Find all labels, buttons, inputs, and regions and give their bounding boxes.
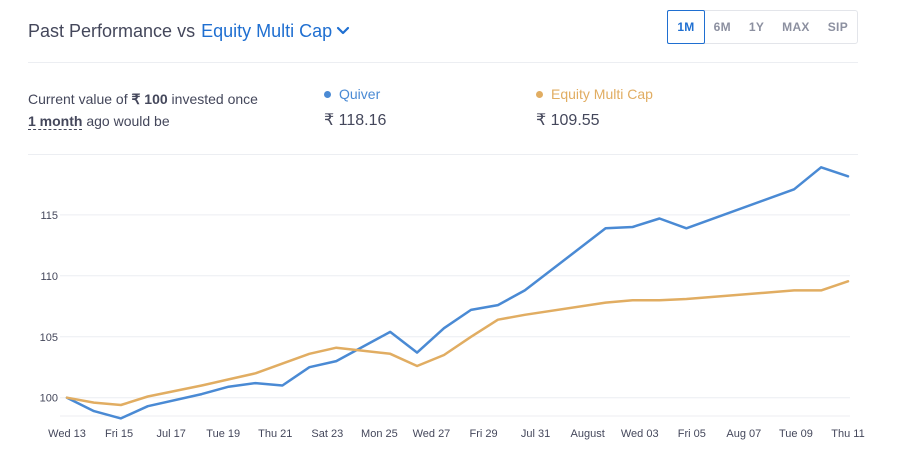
x-tick-label: Wed 27 [413,428,451,440]
fund-value: ₹ 109.55 [536,112,600,129]
x-tick-label: Jul 17 [156,428,185,440]
y-tick-label: 115 [40,210,58,222]
summary-line1-pre: Current value of [28,91,128,107]
fund-name: Quiver [339,86,381,102]
y-tick-label: 100 [40,393,58,405]
x-tick-label: Aug 07 [726,428,761,440]
fund-quiver: Quiver ₹ 118.16 [324,86,386,130]
y-tick-label: 110 [40,271,58,283]
legend-dot-icon [536,90,543,98]
x-tick-label: Fri 29 [469,428,497,440]
series-line [65,166,850,420]
x-tick-label: Fri 15 [105,428,133,440]
chevron-down-icon [337,26,350,35]
x-tick-label: Thu 21 [258,428,292,440]
x-tick-label: Fri 05 [678,428,706,440]
summary-line2-post: ago would be [86,113,170,129]
x-tick-label: Thu 11 [831,428,864,440]
summary-amount: ₹ 100 [131,91,168,107]
x-tick-label: August [571,428,605,440]
tab-1y[interactable]: 1Y [748,20,765,34]
category-dropdown[interactable]: Equity Multi Cap [201,21,350,42]
divider [28,154,858,155]
x-tick-label: Wed 03 [621,428,659,440]
tab-6m[interactable]: 6M [713,20,731,34]
performance-chart: 100 105 110 115 Wed 13 Fri 15 Jul 17 Tue 19 Thu … [40,166,865,440]
x-tick-label: Wed 13 [48,428,86,440]
x-tick-label: Jul 31 [521,428,550,440]
series-line [65,280,850,407]
fund-equity-multi-cap: Equity Multi Cap ₹ 109.55 [536,86,653,130]
summary-line1-post: invested once [171,91,258,107]
x-tick-label: Tue 19 [206,428,240,440]
tab-max[interactable]: MAX [782,20,810,34]
x-tick-label: Sat 23 [311,428,343,440]
x-tick-label: Mon 25 [361,428,398,440]
legend-dot-icon [324,90,331,98]
range-tabs: 1M 6M 1Y MAX SIP [667,10,858,44]
period-selector[interactable]: 1 month [28,113,83,130]
header: Past Performance vs Equity Multi Cap [28,14,350,48]
summary-text: Current value of ₹ 100 invested once 1 m… [28,88,258,132]
tab-sip[interactable]: SIP [827,20,848,34]
page-title: Past Performance vs [28,20,196,41]
divider [28,62,858,63]
category-label: Equity Multi Cap [201,20,333,41]
tab-1m[interactable]: 1M [667,10,705,44]
fund-name: Equity Multi Cap [551,86,653,102]
x-tick-label: Tue 09 [779,428,813,440]
y-tick-label: 105 [40,332,58,344]
fund-value: ₹ 118.16 [324,112,387,129]
